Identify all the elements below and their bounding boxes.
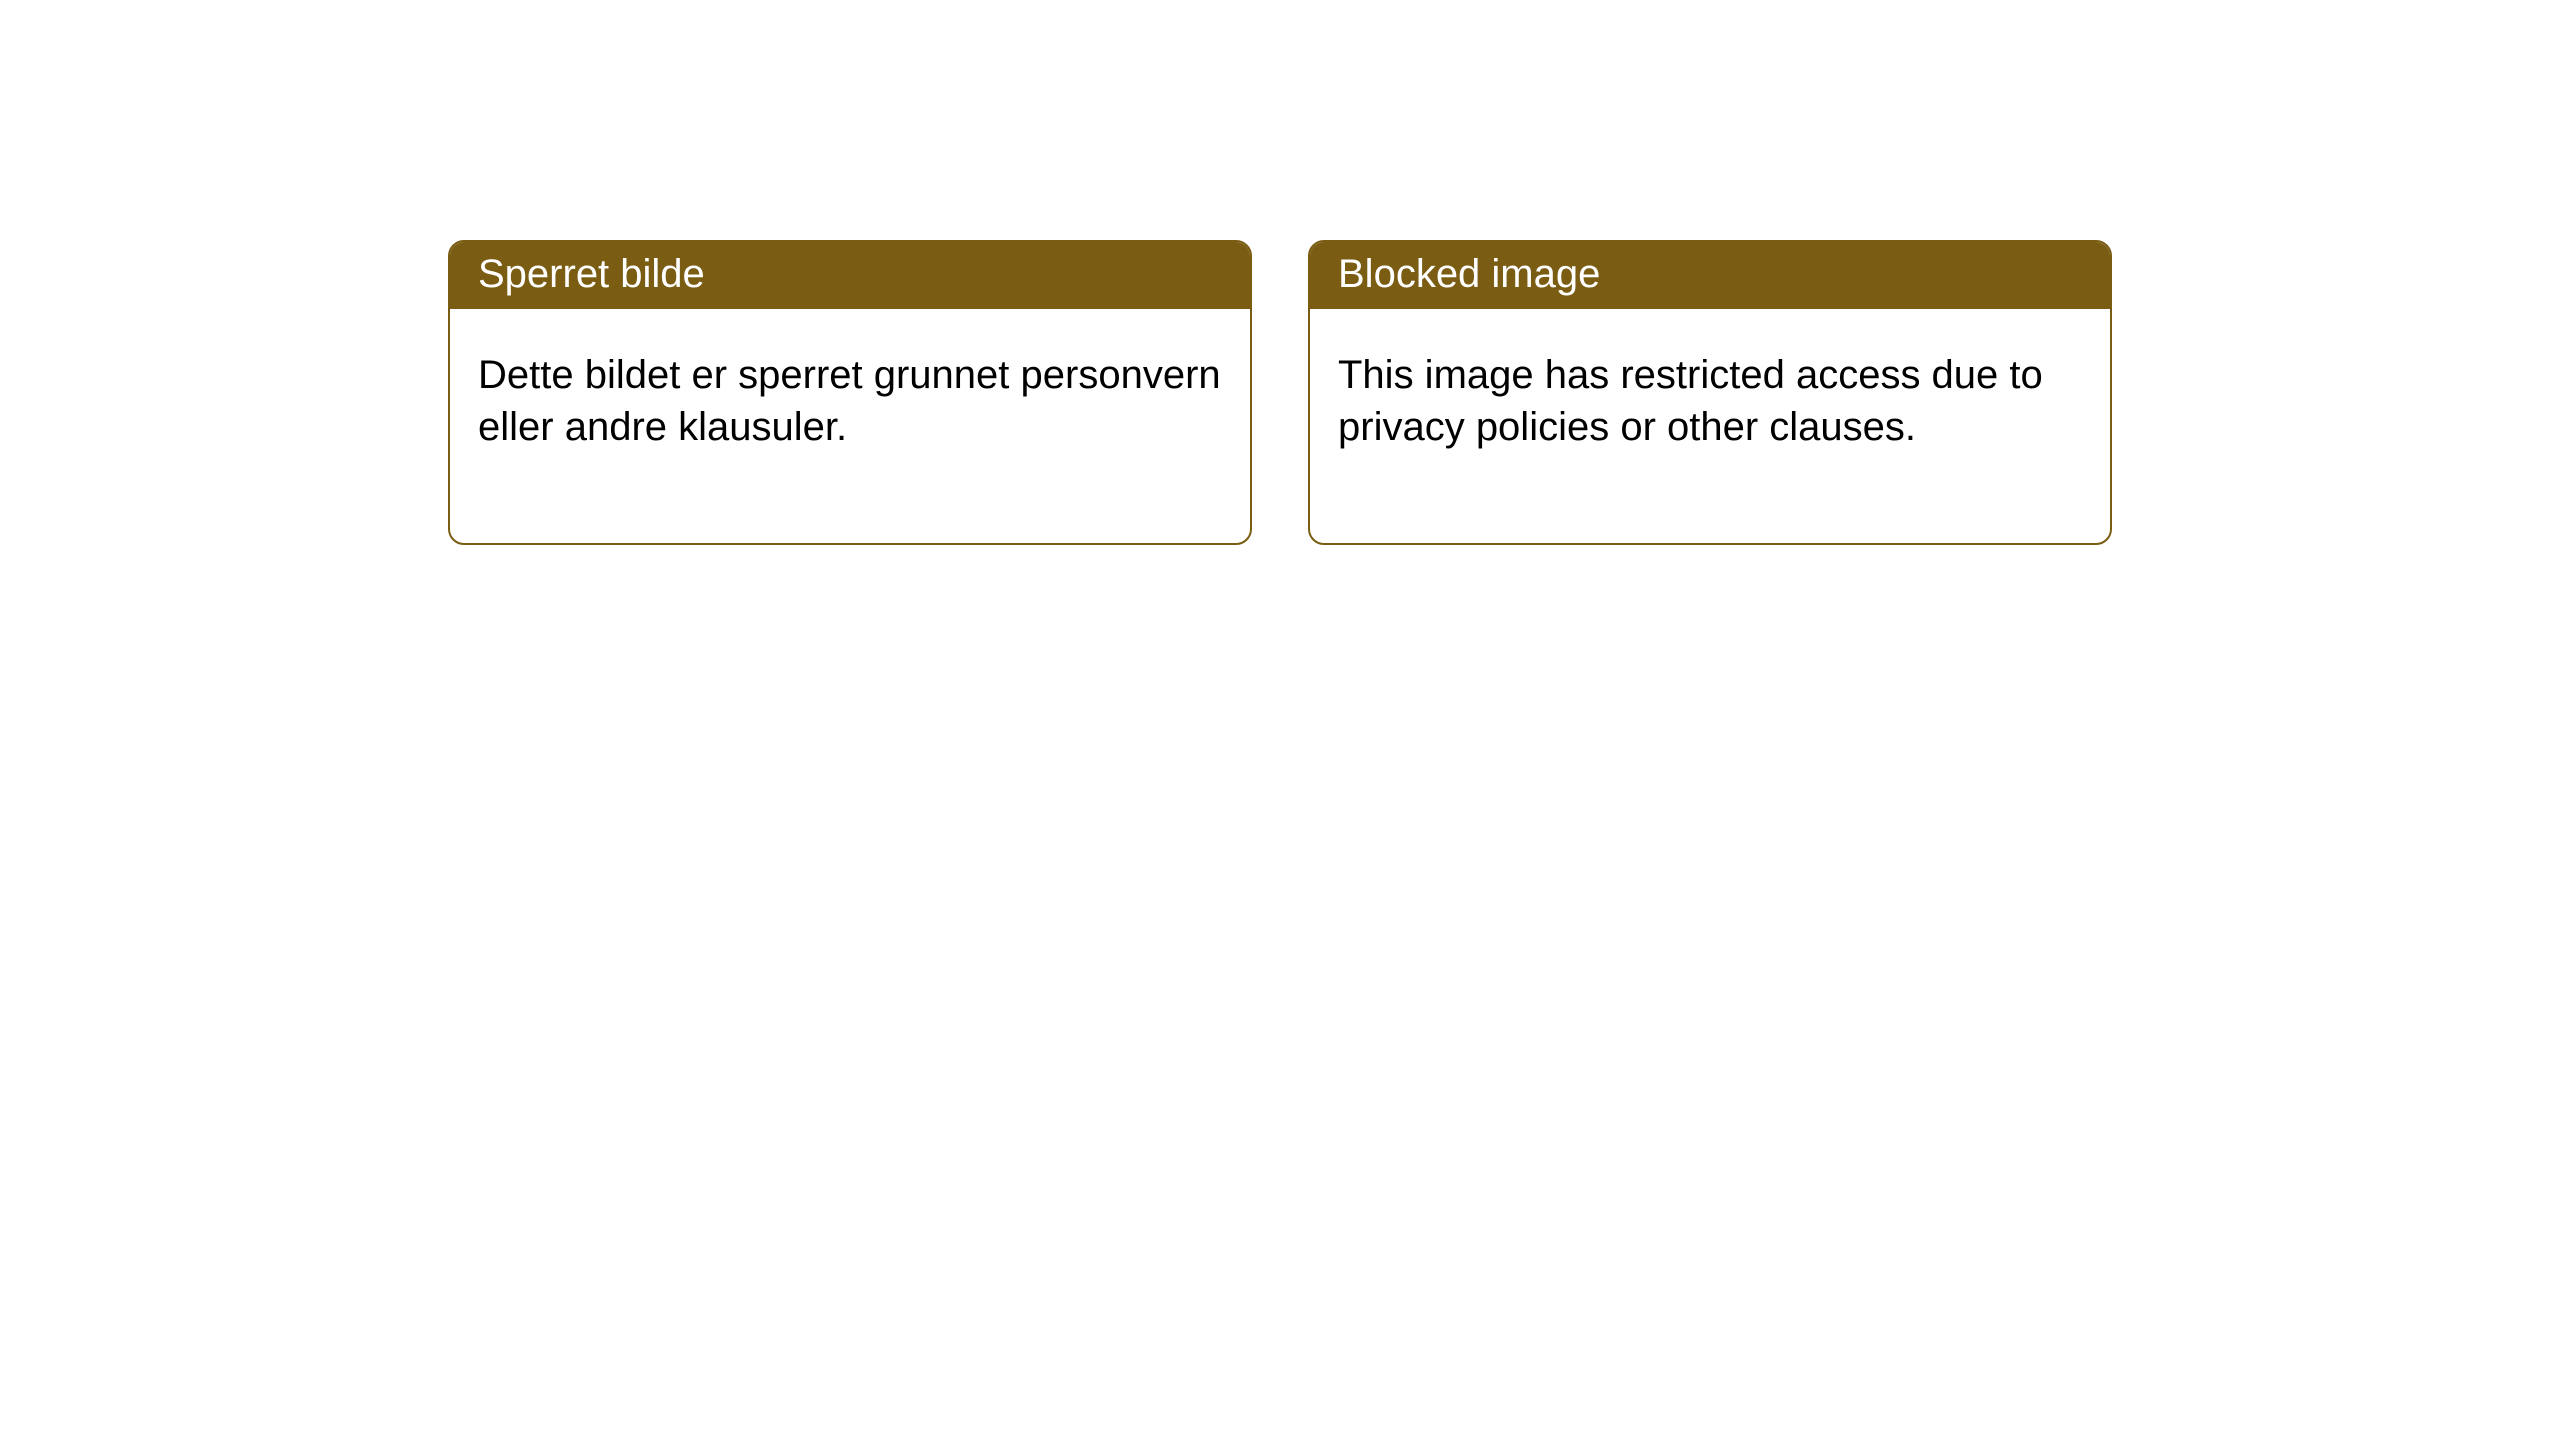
notice-card-english: Blocked image This image has restricted … — [1308, 240, 2112, 545]
card-title: Sperret bilde — [478, 252, 705, 296]
card-header: Sperret bilde — [450, 242, 1250, 309]
card-body: Dette bildet er sperret grunnet personve… — [450, 309, 1250, 543]
card-header: Blocked image — [1310, 242, 2110, 309]
card-body-text: This image has restricted access due to … — [1338, 353, 2043, 449]
card-body-text: Dette bildet er sperret grunnet personve… — [478, 353, 1221, 449]
card-body: This image has restricted access due to … — [1310, 309, 2110, 543]
notice-card-norwegian: Sperret bilde Dette bildet er sperret gr… — [448, 240, 1252, 545]
notice-cards-container: Sperret bilde Dette bildet er sperret gr… — [448, 240, 2112, 545]
card-title: Blocked image — [1338, 252, 1600, 296]
